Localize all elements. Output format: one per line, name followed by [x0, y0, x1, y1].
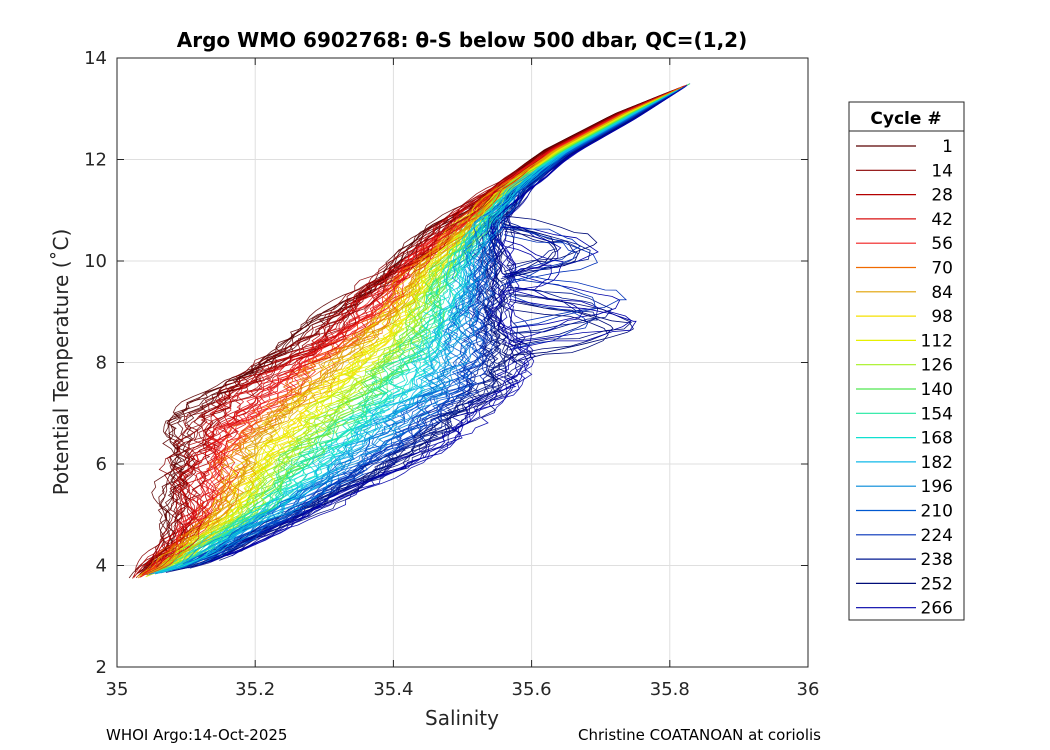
- legend-entry-label: 56: [931, 234, 953, 254]
- y-axis-label: Potential Temperature (˚C): [49, 229, 73, 496]
- y-tick-label: 12: [84, 150, 107, 171]
- profile-line: [155, 86, 683, 563]
- profile-excursion: [502, 224, 581, 276]
- legend-entry-label: 140: [921, 380, 953, 400]
- profile-excursion: [510, 287, 613, 334]
- profile-line: [187, 85, 688, 567]
- legend-entry-label: 266: [921, 599, 953, 619]
- legend-entry-label: 196: [921, 477, 953, 497]
- profile-line: [172, 94, 667, 565]
- profile-excursion: [508, 278, 596, 328]
- series-group: [128, 83, 691, 579]
- profile-excursion: [501, 240, 564, 292]
- profile-line: [141, 85, 685, 575]
- y-axis: 2 4 6 8 10 12 14: [84, 48, 808, 678]
- y-tick-label: 10: [84, 251, 107, 272]
- profile-excursion: [504, 246, 552, 296]
- profile-excursion: [508, 293, 598, 342]
- profile-excursion: [501, 227, 562, 279]
- profile-line: [199, 99, 664, 560]
- y-tick-label: 4: [96, 556, 107, 577]
- legend-entry-label: 1: [942, 137, 953, 157]
- legend-entry-label: 14: [931, 161, 953, 181]
- profile-excursion: [501, 225, 577, 283]
- profile-line: [226, 94, 673, 557]
- legend-entry-label: 210: [921, 502, 953, 522]
- profile-line: [182, 93, 673, 565]
- profile-line: [148, 86, 684, 575]
- profile-line: [172, 97, 662, 564]
- legend-title: Cycle #: [870, 109, 941, 129]
- legend: Cycle # 1 14 28 42 56 70 84 98 112 126 140 154 168 18…: [848, 101, 965, 621]
- legend-entry-label: 224: [921, 526, 953, 546]
- profile-line: [146, 101, 647, 570]
- profile-excursion: [513, 286, 584, 340]
- x-tick-label: 35.2: [235, 679, 275, 700]
- legend-entry-label: 28: [931, 186, 953, 206]
- x-tick-label: 36: [797, 679, 820, 700]
- profile-line: [160, 100, 658, 573]
- legend-entry-label: 126: [921, 356, 953, 376]
- profile-line: [152, 85, 685, 565]
- x-axis: 35 35.2 35.4 35.6 35.8 36: [106, 58, 820, 700]
- legend-entry-label: 98: [931, 307, 953, 327]
- x-tick-label: 35.6: [512, 679, 552, 700]
- profile-line: [171, 97, 659, 562]
- profile-excursion: [510, 309, 609, 363]
- legend-entry-label: 70: [931, 259, 953, 279]
- profile-line: [155, 90, 678, 574]
- profile-excursion: [508, 299, 637, 351]
- profile-line: [156, 98, 662, 574]
- legend-entry-label: 252: [921, 574, 953, 594]
- legend-entry-label: 42: [931, 210, 953, 230]
- x-tick-label: 35: [106, 679, 129, 700]
- profile-excursion: [501, 222, 558, 275]
- x-tick-label: 35.8: [650, 679, 690, 700]
- profile-line: [146, 89, 678, 575]
- profile-line: [142, 95, 662, 576]
- y-tick-label: 2: [96, 657, 107, 678]
- legend-entry-label: 112: [921, 331, 953, 351]
- y-tick-label: 8: [96, 353, 107, 374]
- profile-excursion: [501, 234, 598, 286]
- legend-entry-label: 238: [921, 550, 953, 570]
- y-tick-label: 14: [84, 48, 107, 69]
- x-axis-label: Salinity: [425, 706, 499, 730]
- legend-entry-label: 154: [921, 404, 953, 424]
- y-tick-label: 6: [96, 454, 107, 475]
- profile-excursion: [513, 295, 632, 347]
- profile-line: [166, 96, 662, 564]
- legend-entry-label: 168: [921, 429, 953, 449]
- legend-entry-label: 182: [921, 453, 953, 473]
- chart-title: Argo WMO 6902768: θ-S below 500 dbar, QC…: [177, 28, 747, 52]
- x-tick-label: 35.4: [373, 679, 413, 700]
- footer-left: WHOI Argo:14-Oct-2025: [106, 726, 288, 744]
- profile-line: [231, 88, 683, 557]
- profile-excursion: [504, 215, 598, 267]
- profile-line: [203, 84, 688, 561]
- legend-box: [848, 101, 965, 621]
- footer-right: Christine COATANOAN at coriolis: [578, 726, 821, 744]
- profile-line: [150, 100, 654, 572]
- legend-entry-label: 84: [931, 283, 953, 303]
- profile-excursion: [513, 272, 628, 324]
